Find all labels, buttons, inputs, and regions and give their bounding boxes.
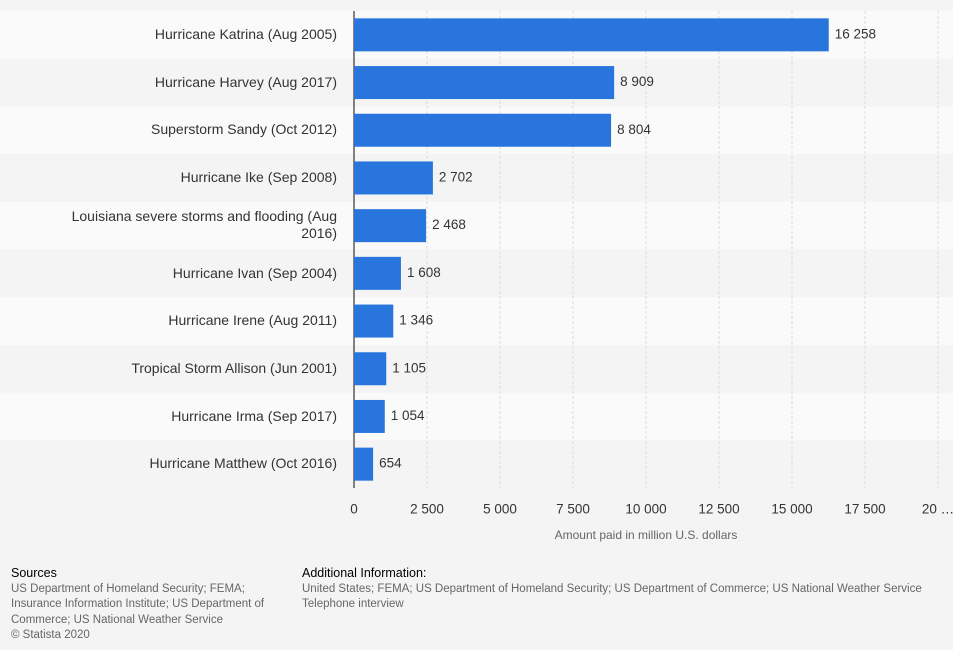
category-label: Superstorm Sandy (Oct 2012) — [40, 106, 337, 153]
additional-info: Additional Information: United States; F… — [302, 566, 953, 613]
row-band — [0, 154, 953, 202]
category-label: Hurricane Irene (Aug 2011) — [40, 297, 337, 344]
chart: Amount paid in million U.S. dollars 0 2 5… — [0, 11, 953, 543]
value-label: 1 054 — [391, 408, 425, 423]
bar — [354, 113, 612, 147]
x-tick-label: 17 500 — [844, 502, 885, 517]
category-text: Hurricane Matthew (Oct 2016) — [149, 455, 337, 472]
row-band — [0, 392, 953, 441]
value-label: 8 909 — [620, 74, 654, 89]
x-tick-label: 7 500 — [556, 502, 590, 517]
sources-title: Sources — [11, 566, 57, 580]
x-axis-title: Amount paid in million U.S. dollars — [555, 528, 738, 542]
row-bands — [0, 11, 953, 488]
x-tick-label: 12 500 — [698, 502, 739, 517]
sources: Sources US Department of Homeland Securi… — [11, 566, 296, 644]
bar — [354, 447, 374, 481]
category-label: Hurricane Katrina (Aug 2005) — [40, 11, 337, 58]
category-text: Superstorm Sandy (Oct 2012) — [151, 121, 337, 138]
x-tick-label: 10 000 — [625, 502, 666, 517]
copyright: © Statista 2020 — [11, 629, 90, 641]
category-text: Hurricane Ike (Sep 2008) — [180, 169, 337, 186]
x-tick-label: 2 500 — [410, 502, 444, 517]
value-label: 654 — [379, 456, 402, 471]
category-text: Hurricane Irene (Aug 2011) — [168, 312, 337, 329]
bar — [354, 352, 387, 386]
category-text: Hurricane Ivan (Sep 2004) — [172, 264, 337, 281]
row-band — [0, 344, 953, 393]
bar — [354, 161, 433, 195]
value-label: 1 346 — [399, 313, 433, 328]
category-label: Hurricane Harvey (Aug 2017) — [40, 59, 337, 106]
value-label: 16 258 — [835, 26, 876, 41]
row-band — [0, 440, 953, 488]
bar — [354, 66, 615, 100]
category-label: Hurricane Ivan (Sep 2004) — [40, 250, 337, 297]
source-line: Insurance Information Institute; US Depa… — [11, 598, 265, 610]
additional-line: United States; FEMA; US Department of Ho… — [302, 582, 922, 595]
row-band — [0, 297, 953, 345]
category-label: Hurricane Matthew (Oct 2016) — [40, 440, 337, 487]
x-tick-label: 20 … — [922, 502, 953, 517]
additional-line: Telephone interview — [302, 598, 404, 610]
bar — [354, 399, 385, 433]
value-label: 2 468 — [432, 217, 466, 232]
value-label: 1 105 — [392, 360, 426, 375]
bar — [354, 18, 829, 52]
category-text: Hurricane Katrina (Aug 2005) — [154, 26, 337, 42]
category-label: Hurricane Ike (Sep 2008) — [40, 154, 337, 201]
bar — [354, 209, 427, 243]
category-label: Louisiana severe storms and flooding (Au… — [40, 202, 337, 249]
category-text: Louisiana severe storms and flooding (Au… — [71, 208, 337, 242]
additional-title: Additional Information: — [302, 566, 427, 580]
x-tick-label: 15 000 — [771, 502, 812, 517]
value-label: 2 702 — [439, 170, 473, 185]
row-band — [0, 249, 953, 298]
category-text: Tropical Storm Allison (Jun 2001) — [131, 359, 337, 376]
category-label: Tropical Storm Allison (Jun 2001) — [40, 345, 337, 392]
source-line: Commerce; US National Weather Service — [11, 613, 223, 626]
category-label: Hurricane Irma (Sep 2017) — [40, 393, 337, 440]
category-text: Hurricane Irma (Sep 2017) — [171, 407, 337, 424]
category-text: Hurricane Harvey (Aug 2017) — [154, 73, 337, 90]
x-tick-label: 5 000 — [483, 502, 517, 517]
value-label: 1 608 — [407, 265, 441, 280]
row-band — [0, 201, 953, 250]
bar — [354, 256, 401, 290]
x-tick-label: 0 — [350, 502, 358, 517]
value-label: 8 804 — [617, 122, 651, 137]
source-line: US Department of Homeland Security; FEMA… — [11, 582, 245, 595]
bar — [354, 304, 394, 338]
